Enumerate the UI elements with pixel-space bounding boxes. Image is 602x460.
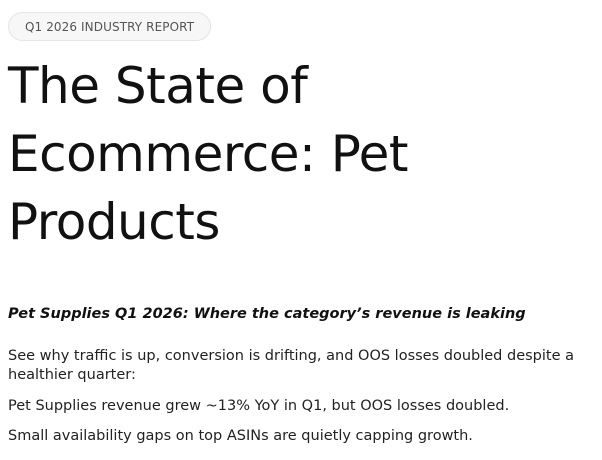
revenue-paragraph: Pet Supplies revenue grew ~13% YoY in Q1… (8, 398, 510, 414)
availability-paragraph: Small availability gaps on top ASINs are… (8, 428, 473, 444)
report-tag: Q1 2026 INDUSTRY REPORT (8, 12, 212, 41)
page-title: The State of Ecommerce: Pet Products (8, 57, 409, 251)
intro-paragraph: See why traffic is up, conversion is dri… (8, 348, 575, 383)
report-subtitle: Pet Supplies Q1 2026: Where the category… (8, 306, 526, 322)
